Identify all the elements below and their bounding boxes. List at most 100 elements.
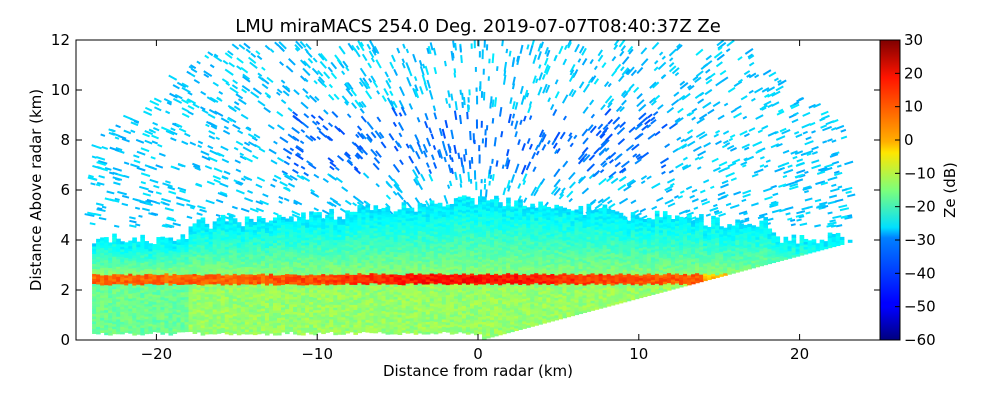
- ze-cell: [361, 278, 367, 283]
- echo-dash: [713, 51, 723, 59]
- echo-dash: [243, 175, 253, 182]
- echo-dash: [84, 213, 95, 218]
- ze-cell: [172, 293, 178, 297]
- ze-cell: [112, 236, 117, 240]
- echo-dash: [630, 69, 638, 77]
- ze-cell: [252, 254, 258, 258]
- ze-cell: [329, 221, 334, 225]
- ze-cell: [256, 233, 262, 237]
- ze-cell: [317, 254, 322, 258]
- ze-cell: [224, 266, 230, 270]
- ze-cell: [100, 247, 105, 251]
- echo-dash: [162, 202, 170, 206]
- ze-cell: [349, 291, 354, 295]
- ze-cell: [361, 303, 367, 308]
- ze-cell: [333, 322, 338, 326]
- echo-dash: [142, 192, 152, 197]
- ze-cell: [120, 268, 125, 272]
- echo-dash: [427, 45, 432, 55]
- ze-cell: [369, 310, 375, 314]
- ze-cell: [192, 250, 198, 254]
- echo-dash: [504, 157, 509, 167]
- ze-cell: [272, 277, 278, 281]
- ze-cell: [96, 288, 101, 292]
- ze-cell: [353, 311, 358, 315]
- echo-dash: [284, 174, 293, 181]
- echo-dash: [649, 81, 657, 89]
- ze-cell: [389, 276, 395, 280]
- ze-cell: [184, 241, 190, 245]
- echo-dash: [282, 172, 291, 179]
- ze-cell: [361, 308, 367, 313]
- ze-cell: [144, 243, 149, 247]
- ze-cell: [96, 278, 101, 282]
- ze-cell: [92, 295, 97, 299]
- ze-cell: [389, 246, 395, 250]
- echo-dash: [554, 91, 560, 99]
- ze-cell: [397, 221, 403, 226]
- echo-dash: [197, 140, 204, 145]
- ze-cell: [397, 299, 403, 303]
- echo-dash: [111, 132, 121, 137]
- ze-cell: [345, 272, 350, 276]
- ze-cell: [172, 308, 178, 312]
- ze-cell: [349, 276, 354, 280]
- echo-dash: [522, 173, 528, 182]
- ze-cell: [136, 256, 141, 260]
- ze-cell: [397, 256, 403, 261]
- ze-cell: [220, 239, 226, 243]
- echo-dash: [220, 145, 229, 152]
- ze-cell: [220, 229, 226, 233]
- echo-dash: [789, 182, 799, 188]
- ze-cell: [92, 323, 97, 327]
- ze-cell: [100, 299, 105, 304]
- ze-cell: [92, 260, 97, 264]
- ze-cell: [128, 330, 133, 334]
- ze-cell: [313, 272, 318, 276]
- echo-dash: [695, 131, 706, 138]
- ze-cell: [397, 284, 403, 288]
- ze-cell: [96, 266, 101, 270]
- ze-cell: [309, 243, 314, 247]
- ze-cell: [196, 284, 202, 288]
- echo-dash: [282, 147, 293, 155]
- ze-cell: [248, 263, 254, 267]
- ze-cell: [192, 255, 198, 259]
- echo-dash: [669, 57, 674, 62]
- ze-cell: [281, 254, 286, 258]
- ze-cell: [216, 278, 222, 282]
- ze-cell: [212, 271, 218, 275]
- ze-cell: [305, 297, 310, 301]
- ze-cell: [325, 302, 330, 306]
- ze-cell: [116, 326, 121, 330]
- echo-dash: [833, 170, 840, 174]
- ze-cell: [244, 313, 250, 318]
- echo-dash: [360, 132, 367, 140]
- ze-cell: [188, 226, 194, 230]
- ze-cell: [329, 218, 334, 222]
- ze-cell: [309, 281, 314, 285]
- echo-dash: [538, 72, 544, 81]
- ze-cell: [405, 298, 411, 302]
- echo-dash: [491, 118, 495, 124]
- ze-cell: [329, 328, 334, 332]
- echo-dash: [761, 106, 767, 111]
- echo-dash: [321, 82, 328, 88]
- ze-cell: [377, 246, 383, 250]
- echo-dash: [506, 159, 511, 170]
- ze-cell: [136, 251, 141, 255]
- ze-cell: [232, 233, 238, 237]
- echo-dash: [741, 198, 747, 203]
- ze-cell: [104, 239, 109, 243]
- ze-cell: [180, 241, 186, 245]
- echo-dash: [687, 84, 692, 89]
- ze-cell: [373, 262, 379, 266]
- ze-cell: [301, 244, 306, 249]
- ze-cell: [373, 212, 379, 216]
- echo-dash: [675, 162, 684, 169]
- ze-cell: [285, 236, 290, 240]
- ze-cell: [248, 323, 254, 327]
- ze-cell: [188, 281, 194, 285]
- echo-dash: [802, 130, 808, 135]
- ze-cell: [132, 244, 137, 249]
